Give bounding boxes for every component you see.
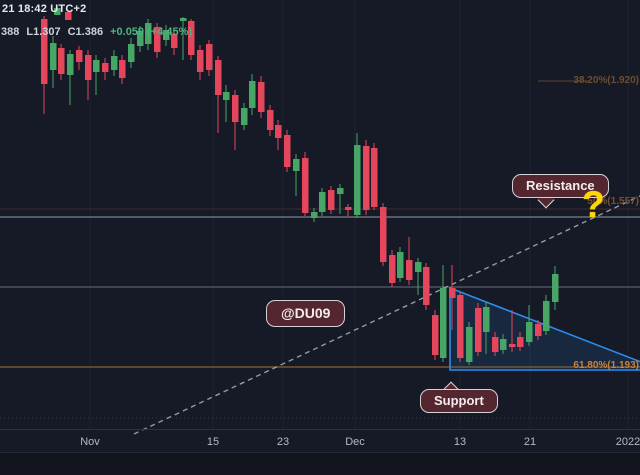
support-callout[interactable]: Support xyxy=(420,389,498,413)
candle-body xyxy=(397,252,404,278)
candle-body xyxy=(423,267,430,305)
candle-body xyxy=(500,339,507,350)
time-axis-tick: Nov xyxy=(80,436,100,448)
candle-body xyxy=(85,55,92,80)
ohlc-readout: 388 L1.307 C1.386 +0.059 (+4.45%) xyxy=(1,26,192,38)
candle-body xyxy=(483,307,490,332)
ascending-trendline xyxy=(133,195,640,435)
candle-body xyxy=(345,207,352,210)
candle-body xyxy=(232,95,239,122)
ohlc-close: C1.386 xyxy=(67,26,104,38)
candle-body xyxy=(65,12,72,20)
candle-body xyxy=(526,322,533,342)
candle-body xyxy=(535,324,542,336)
candle-body xyxy=(449,288,456,298)
candle-body xyxy=(137,31,144,46)
time-axis[interactable]: Nov 15 23 Dec 13 21 2022 xyxy=(0,429,640,453)
candle-body xyxy=(466,327,473,362)
bottom-margin-strip xyxy=(0,452,640,475)
candle-body xyxy=(543,301,550,331)
candle-body xyxy=(93,60,100,72)
candle-body xyxy=(111,56,118,70)
time-axis-tick: Dec xyxy=(345,436,365,448)
candle-body xyxy=(552,274,559,302)
candle-body xyxy=(54,8,61,15)
candle-body xyxy=(67,54,74,75)
candle-body xyxy=(302,158,309,213)
fib-level-382-label: 38.20%(1.920) xyxy=(573,75,639,86)
time-axis-tick: 21 xyxy=(523,436,537,448)
candle-body xyxy=(197,50,204,72)
resistance-callout[interactable]: Resistance xyxy=(512,174,609,198)
candle-body xyxy=(102,63,109,72)
candle-body xyxy=(328,190,335,210)
candle-body xyxy=(406,260,413,280)
candle-body xyxy=(475,308,482,352)
candle-body xyxy=(145,23,152,44)
candle-body xyxy=(337,188,344,194)
candle-body xyxy=(509,344,516,347)
candle-body xyxy=(241,108,248,125)
candle-body xyxy=(319,192,326,212)
candle-body xyxy=(457,295,464,358)
candle-body xyxy=(363,146,370,210)
candle-body xyxy=(163,30,170,40)
question-mark-annotation: ? xyxy=(582,184,605,225)
candle-body xyxy=(389,255,396,283)
fib-level-618-label: 61.80%(1.193) xyxy=(573,360,639,371)
ohlc-low: L1.307 xyxy=(26,26,61,38)
candle-body xyxy=(380,207,387,262)
candle-body xyxy=(215,60,222,95)
candle-body xyxy=(180,18,187,21)
ohlc-change: +0.059 (+4.45%) xyxy=(110,26,193,38)
chart-timestamp: 21 18:42 UTC+2 xyxy=(2,3,87,15)
candle-body xyxy=(275,125,282,138)
candle-body xyxy=(188,21,195,55)
candle-body xyxy=(171,34,178,48)
candle-body xyxy=(415,262,422,272)
candle-body xyxy=(58,48,65,74)
candle-body xyxy=(249,81,256,108)
time-axis-tick: 15 xyxy=(206,436,220,448)
candle-body xyxy=(154,27,161,52)
candle-body xyxy=(119,60,126,78)
candle-body xyxy=(492,337,499,352)
candle-body xyxy=(206,44,213,70)
fib-level-50-label: 50%(1.557) xyxy=(587,196,639,207)
candle-body xyxy=(267,110,274,130)
time-axis-tick: 2022 xyxy=(615,436,640,448)
candle-body xyxy=(311,212,318,218)
candle-body xyxy=(517,337,524,347)
candle-body xyxy=(293,159,300,171)
candle-body xyxy=(284,135,291,167)
candle-body xyxy=(440,288,447,358)
candle-body xyxy=(50,43,57,70)
candle-body xyxy=(41,19,48,84)
candle-body xyxy=(354,145,361,215)
candle-body xyxy=(432,315,439,355)
candle-body xyxy=(258,82,265,112)
ohlc-high: 388 xyxy=(1,26,20,38)
candle-body xyxy=(223,92,230,100)
time-axis-tick: 23 xyxy=(276,436,290,448)
candle-body xyxy=(128,44,135,62)
candle-body xyxy=(371,148,378,207)
candle-body xyxy=(76,50,83,62)
time-axis-tick: 13 xyxy=(453,436,467,448)
author-watermark-badge: @DU09 xyxy=(266,300,346,327)
